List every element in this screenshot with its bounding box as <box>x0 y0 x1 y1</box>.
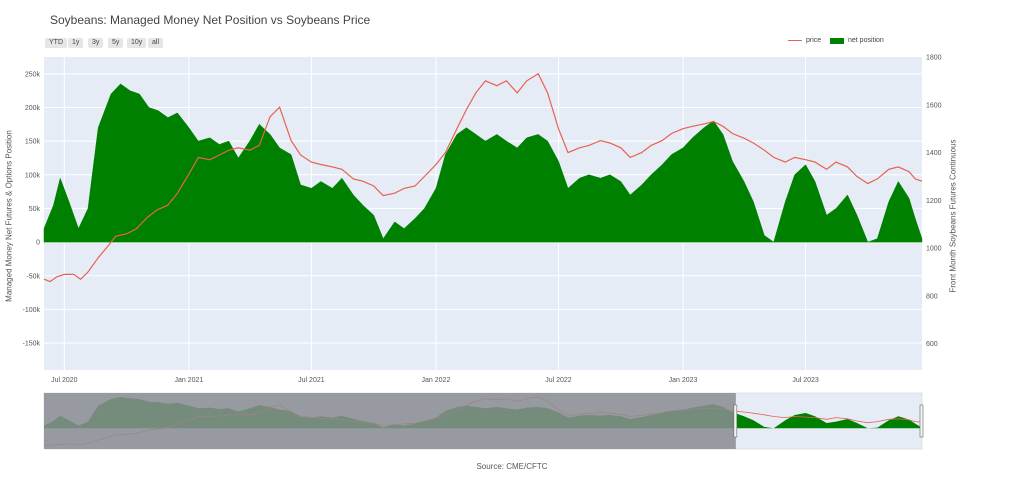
range-button-5y[interactable]: 5y <box>108 38 124 48</box>
legend-label-net-position: net position <box>848 37 884 44</box>
range-slider-left-handle[interactable] <box>733 404 738 438</box>
source-note: Source: CME/CFTC <box>476 462 548 471</box>
y-tick-label-8: 250k <box>25 71 41 78</box>
y2-tick-label-3: 1200 <box>926 198 942 205</box>
range-slider-right-handle[interactable] <box>919 404 924 438</box>
y-tick-label-2: -50k <box>26 273 40 280</box>
range-button-ytd[interactable]: YTD <box>45 38 67 48</box>
range-button-3y[interactable]: 3y <box>88 38 104 48</box>
x-tick-label-1: Jan 2021 <box>174 377 203 384</box>
legend-item-price[interactable]: price <box>788 37 821 44</box>
x-tick-label-4: Jul 2022 <box>545 377 572 384</box>
net-position-area-swatch-icon <box>830 37 844 44</box>
y2-tick-label-5: 1600 <box>926 102 942 109</box>
x-tick-label-5: Jan 2023 <box>669 377 698 384</box>
range-slider-mask <box>44 393 736 449</box>
range-button-all[interactable]: all <box>148 38 164 48</box>
y-tick-label-5: 100k <box>25 172 41 179</box>
range-button-1y[interactable]: 1y <box>68 38 84 48</box>
x-tick-label-2: Jul 2021 <box>298 377 325 384</box>
legend-label-price: price <box>806 37 822 44</box>
x-tick-label-0: Jul 2020 <box>51 377 78 384</box>
y-axis-title: Managed Money Net Futures & Options Posi… <box>4 130 14 302</box>
y2-tick-label-4: 1400 <box>926 150 942 157</box>
chart-title: Soybeans: Managed Money Net Position vs … <box>50 13 371 27</box>
y-tick-label-0: -150k <box>22 341 40 348</box>
y-tick-label-7: 200k <box>25 105 41 112</box>
range-button-10y[interactable]: 10y <box>127 38 147 48</box>
y-tick-label-3: 0 <box>36 240 40 247</box>
x-tick-label-3: Jan 2022 <box>422 377 451 384</box>
y2-tick-label-0: 600 <box>926 341 938 348</box>
price-line <box>43 72 923 283</box>
net-position-area <box>43 83 923 243</box>
y-tick-label-1: -100k <box>22 307 40 314</box>
y2-axis-title: Front Month Soybeans Futures Continuous <box>948 139 958 293</box>
y2-tick-label-1: 800 <box>926 293 938 300</box>
y2-tick-label-6: 1800 <box>926 55 942 62</box>
y2-tick-label-2: 1000 <box>926 246 942 253</box>
y-tick-label-4: 50k <box>29 206 41 213</box>
legend-item-net-position[interactable]: net position <box>830 37 884 44</box>
price-line-swatch-icon <box>788 40 802 41</box>
y-tick-label-6: 150k <box>25 139 41 146</box>
x-tick-label-6: Jul 2023 <box>792 377 819 384</box>
